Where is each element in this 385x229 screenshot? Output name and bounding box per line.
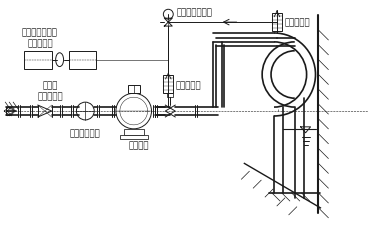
Bar [167,92,173,98]
Text: 無水擃
チェッキ弁: 無水擃 チェッキ弁 [38,81,64,101]
Text: 無送水検知器: 無送水検知器 [70,128,100,137]
Bar [24,52,52,69]
Bar [272,14,282,32]
Text: 満水検知器: 満水検知器 [285,19,310,27]
Bar [120,135,147,139]
Text: モーターバルブ: モーターバルブ [176,9,212,18]
Ellipse shape [56,54,64,67]
Bar [128,86,140,94]
Bar [163,76,173,94]
Text: 主ポンプ: 主ポンプ [129,141,149,150]
Text: 満水検知器: 満水検知器 [175,81,201,90]
Bar [69,52,96,69]
Text: 気水分離機構付
抜気ポンプ: 気水分離機構付 抜気ポンプ [22,29,58,49]
Bar [124,129,144,135]
